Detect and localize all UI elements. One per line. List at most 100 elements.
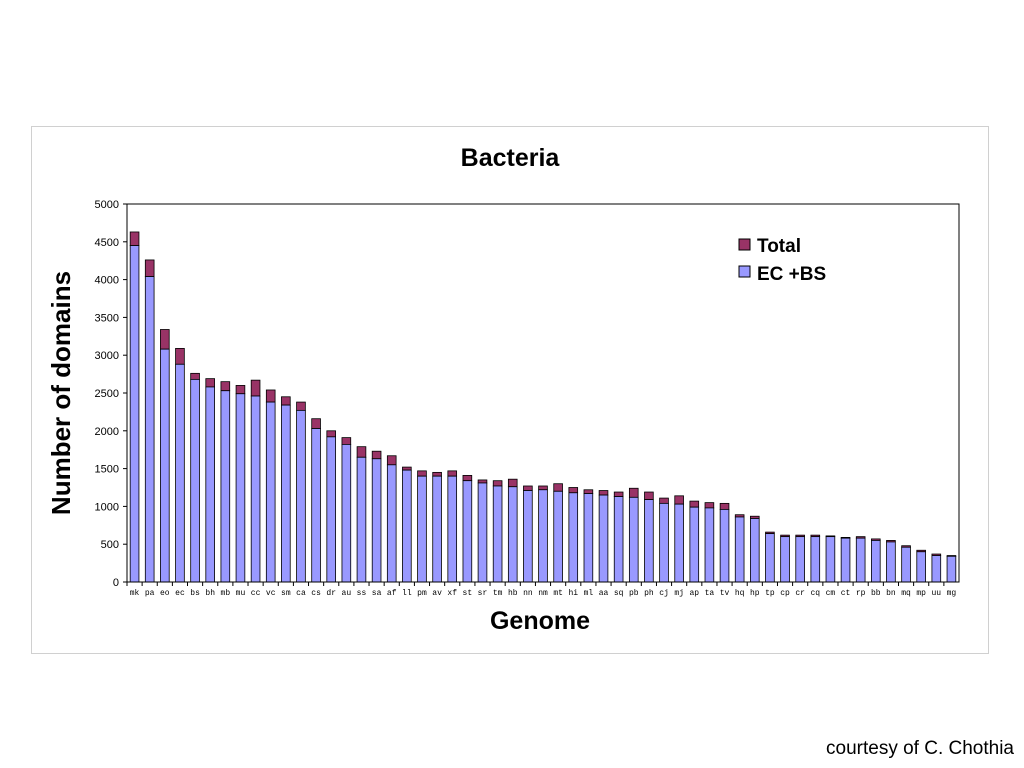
bar-ec-bs-pb xyxy=(628,496,639,583)
legend-swatch-ec-bs xyxy=(738,265,751,278)
x-tick-label-ph: ph xyxy=(644,589,654,598)
x-tick-label-bh: bh xyxy=(205,589,215,598)
bar-ec-bs-mt xyxy=(553,490,563,583)
y-tick-label: 2500 xyxy=(95,388,119,400)
x-tick-label-ll: ll xyxy=(402,589,412,598)
bacteria-bar-chart: Bacteria Number of domains Genome 0 500 10… xyxy=(46,144,960,635)
y-tick-label: 5000 xyxy=(95,199,119,211)
bar-ec-bs-bh xyxy=(205,386,215,583)
bar-ec-bs-mk xyxy=(129,245,140,583)
bar-ec-bs-tm xyxy=(492,485,503,583)
bar-total-ta xyxy=(704,502,715,509)
x-tick-label-hi: hi xyxy=(568,589,578,598)
bars xyxy=(129,231,957,583)
bar-total-xf xyxy=(447,470,458,477)
x-tick-label-cj: cj xyxy=(659,589,669,598)
bar-ec-bs-af xyxy=(386,464,397,583)
x-tick-label-af: af xyxy=(387,589,397,598)
bar-total-sm xyxy=(281,396,291,406)
bar-ec-bs-pm xyxy=(417,475,427,583)
chart-frame: Bacteria Number of domains Genome 0 500 10… xyxy=(31,126,989,654)
bar-total-mb xyxy=(220,381,231,392)
x-tick-label-tp: tp xyxy=(765,589,775,598)
bar-total-au xyxy=(341,437,352,445)
x-tick-label-pm: pm xyxy=(417,589,427,598)
bar-total-ml xyxy=(583,489,594,494)
bar-total-mt xyxy=(553,483,563,492)
credit-text: courtesy of C. Chothia xyxy=(826,738,1014,759)
y-axis-ticks: 0 500 1000 1500 2000 2500 3000 3500 4000 4500 5000 xyxy=(95,199,127,589)
x-tick-label-dr: dr xyxy=(326,589,336,598)
bar-ec-bs-aa xyxy=(598,494,609,583)
bar-total-hi xyxy=(568,487,579,494)
x-tick-label-pb: pb xyxy=(629,589,639,598)
bar-ec-bs-sr xyxy=(477,482,488,583)
bar-total-bs xyxy=(190,372,200,380)
bar-ec-bs-ml xyxy=(583,493,594,583)
bar-ec-bs-ta xyxy=(704,507,715,583)
bar-ec-bs-av xyxy=(432,475,442,583)
bar-ec-bs-bb xyxy=(871,540,881,583)
y-tick-label: 1000 xyxy=(95,501,119,513)
bar-ec-bs-hq xyxy=(734,516,745,583)
x-tick-label-tv: tv xyxy=(720,589,730,598)
bar-total-tm xyxy=(492,480,503,487)
bar-ec-bs-cs xyxy=(311,428,321,583)
bar-ec-bs-st xyxy=(462,480,473,583)
x-tick-label-av: av xyxy=(432,589,442,598)
bar-ec-bs-ss xyxy=(356,456,367,583)
x-tick-label-bb: bb xyxy=(871,589,881,598)
bar-ec-bs-ct xyxy=(840,537,851,583)
x-tick-label-vc: vc xyxy=(266,589,276,598)
x-tick-label-cc: cc xyxy=(251,589,261,598)
x-tick-label-ss: ss xyxy=(357,589,367,598)
bar-total-pm xyxy=(417,470,427,477)
bar-ec-bs-mu xyxy=(235,393,246,583)
bar-ec-bs-cp xyxy=(780,536,790,583)
bar-total-nn xyxy=(523,485,533,491)
bar-total-sr xyxy=(477,479,488,484)
x-tick-label-ct: ct xyxy=(841,589,851,598)
bar-ec-bs-bs xyxy=(190,378,200,583)
x-tick-label-cq: cq xyxy=(810,589,820,598)
x-tick-label-aa: aa xyxy=(599,589,609,598)
x-tick-label-bs: bs xyxy=(190,589,200,598)
bar-total-ap xyxy=(689,500,700,508)
x-tick-label-st: st xyxy=(463,589,473,598)
legend-swatch-total xyxy=(738,238,751,251)
y-tick-label: 4000 xyxy=(95,275,119,287)
y-tick-label: 1500 xyxy=(95,464,119,476)
bar-total-mk xyxy=(129,231,140,246)
bar-ec-bs-cr xyxy=(795,536,805,583)
bar-ec-bs-cj xyxy=(659,502,669,583)
x-tick-label-cr: cr xyxy=(795,589,805,598)
plot-area-border xyxy=(126,203,960,583)
bar-ec-bs-uu xyxy=(931,555,942,583)
bar-ec-bs-bn xyxy=(886,541,896,583)
bar-total-af xyxy=(386,455,397,466)
bar-ec-bs-tv xyxy=(719,509,730,583)
bar-ec-bs-ap xyxy=(689,506,700,583)
x-tick-label-hp: hp xyxy=(750,589,760,598)
x-tick-label-sa: sa xyxy=(372,589,382,598)
bar-ec-bs-mg xyxy=(946,555,957,583)
y-tick-label: 3000 xyxy=(95,350,119,362)
bar-ec-bs-dr xyxy=(326,436,337,583)
x-tick-label-sr: sr xyxy=(478,589,488,598)
bar-total-sa xyxy=(371,450,382,460)
bar-ec-bs-sa xyxy=(371,458,382,583)
bar-total-ph xyxy=(644,491,654,500)
x-tick-label-ta: ta xyxy=(705,589,715,598)
legend: Total EC +BS xyxy=(738,236,826,285)
y-tick-label: 2000 xyxy=(95,426,119,438)
x-axis-label: Genome xyxy=(490,607,590,635)
bar-ec-bs-hb xyxy=(507,486,518,583)
bar-total-ca xyxy=(296,401,306,411)
bar-total-mj xyxy=(674,495,684,505)
y-tick-label: 0 xyxy=(113,577,119,589)
x-tick-label-mg: mg xyxy=(947,589,957,598)
x-tick-label-eo: eo xyxy=(160,589,170,598)
bar-total-hb xyxy=(507,478,518,488)
bar-total-nm xyxy=(538,485,548,491)
bar-total-tv xyxy=(719,502,730,510)
